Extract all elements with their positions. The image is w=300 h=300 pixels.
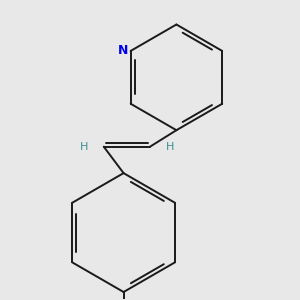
Text: N: N: [118, 44, 129, 57]
Text: H: H: [80, 142, 88, 152]
Text: H: H: [166, 142, 174, 152]
